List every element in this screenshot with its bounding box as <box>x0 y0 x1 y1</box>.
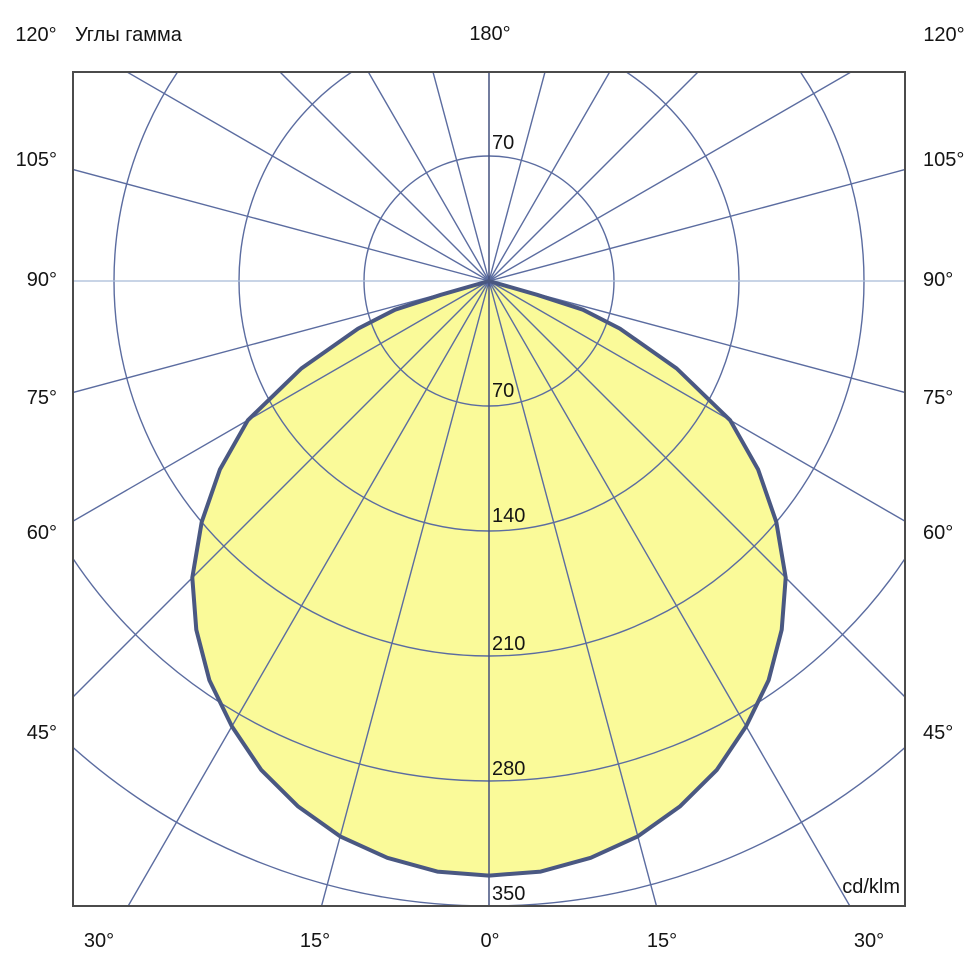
radial-tick-70: 70 <box>492 380 515 402</box>
gamma-angle-label-left-75: 75° <box>26 387 57 409</box>
gamma-angle-label-bottom-right-15: 15° <box>646 930 678 952</box>
gamma-angle-label-right-105: 105° <box>923 149 965 171</box>
gamma-angle-label-left-105: 105° <box>15 149 57 171</box>
gamma-angle-label-bottom-left-15: 15° <box>299 930 331 952</box>
radial-tick-280: 280 <box>492 758 526 780</box>
plot-border <box>72 71 906 907</box>
radial-tick-350: 350 <box>492 883 526 905</box>
chart-title: Углы гамма <box>75 24 182 46</box>
gamma-angle-label-left-60: 60° <box>26 522 57 544</box>
gamma-angle-label-right-90: 90° <box>923 269 954 291</box>
gamma-angle-label-top-right-120: 120° <box>923 24 965 46</box>
gamma-angle-label-right-45: 45° <box>923 722 954 744</box>
gamma-angle-label-top-left-120: 120° <box>15 24 57 46</box>
radial-tick-210: 210 <box>492 633 526 655</box>
radial-tick-140: 140 <box>492 505 526 527</box>
gamma-angle-label-top-180: 180° <box>469 23 511 45</box>
gamma-angle-label-right-75: 75° <box>923 387 954 409</box>
radial-tick-70-upper: 70 <box>492 132 515 154</box>
gamma-angle-label-left-90: 90° <box>26 269 57 291</box>
gamma-angle-label-bottom-right-30: 30° <box>853 930 885 952</box>
gamma-angle-label-right-60: 60° <box>923 522 954 544</box>
gamma-angle-label-bottom-0: 0° <box>480 930 500 952</box>
unit-label-cd-klm: cd/klm <box>842 876 900 898</box>
intensity-curve-outline <box>190 279 788 878</box>
gamma-angle-label-left-45: 45° <box>26 722 57 744</box>
gamma-angle-label-bottom-left-30: 30° <box>83 930 115 952</box>
